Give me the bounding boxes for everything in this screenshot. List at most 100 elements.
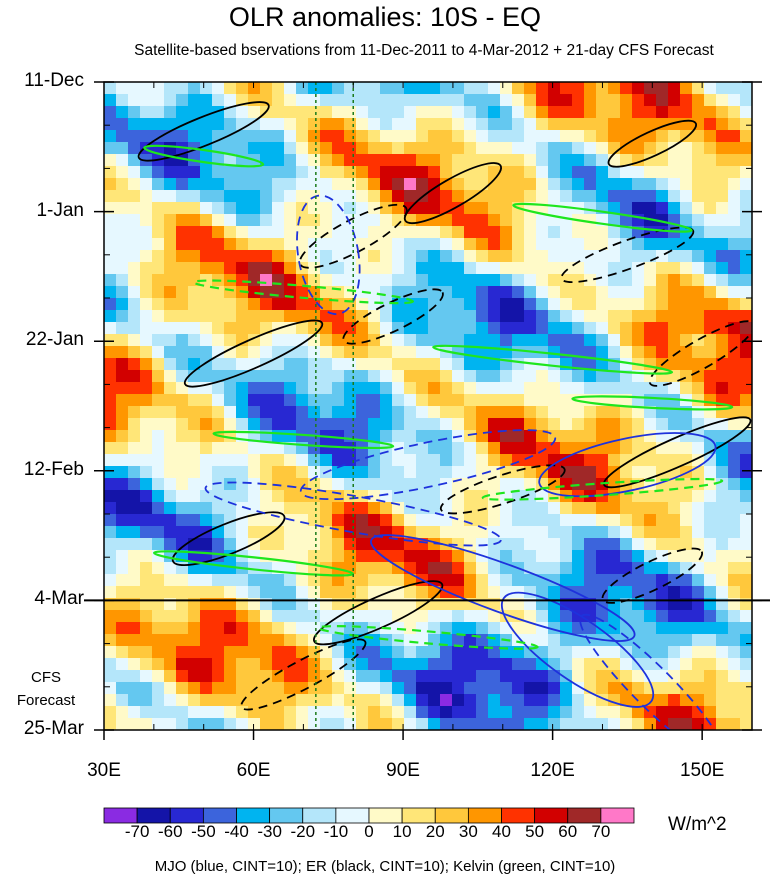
heatmap-cell	[164, 382, 177, 395]
heatmap-cell	[728, 310, 741, 323]
heatmap-cell	[308, 658, 321, 671]
heatmap-cell	[728, 454, 741, 467]
heatmap-cell	[656, 490, 669, 503]
heatmap-cell	[740, 274, 752, 287]
heatmap-cell	[332, 130, 345, 143]
heatmap-cell	[632, 334, 645, 347]
heatmap-cell	[584, 574, 597, 587]
heatmap-cell	[704, 658, 717, 671]
heatmap-cell	[680, 262, 693, 275]
heatmap-cell	[500, 514, 513, 527]
heatmap-cell	[548, 670, 561, 683]
heatmap-cell	[668, 190, 681, 203]
heatmap-cell	[344, 202, 357, 215]
colorbar-swatch	[534, 807, 569, 824]
heatmap-cell	[644, 274, 657, 287]
colorbar-swatch	[103, 807, 138, 824]
heatmap-cell	[344, 610, 357, 623]
heatmap-cell	[224, 334, 237, 347]
heatmap-cell	[248, 202, 261, 215]
heatmap-cell	[692, 478, 705, 491]
heatmap-cell	[248, 634, 261, 647]
heatmap-cell	[512, 238, 525, 251]
heatmap-cell	[584, 142, 597, 155]
heatmap-cell	[104, 430, 117, 443]
heatmap-cell	[692, 202, 705, 215]
heatmap-cell	[572, 634, 585, 647]
heatmap-cell	[260, 190, 273, 203]
heatmap-cell	[272, 202, 285, 215]
heatmap-cell	[176, 478, 189, 491]
heatmap-cell	[560, 190, 573, 203]
heatmap-cell	[284, 238, 297, 251]
heatmap-cell	[404, 358, 417, 371]
heatmap-cell	[356, 610, 369, 623]
heatmap-cell	[728, 94, 741, 107]
heatmap-cell	[656, 346, 669, 359]
heatmap-cell	[704, 286, 717, 299]
heatmap-cell	[440, 178, 453, 191]
heatmap-cell	[200, 634, 213, 647]
heatmap-cell	[236, 250, 249, 263]
heatmap-cell	[296, 454, 309, 467]
heatmap-cell	[524, 238, 537, 251]
heatmap-cell	[680, 406, 693, 419]
heatmap-cell	[332, 406, 345, 419]
heatmap-cell	[464, 718, 477, 730]
heatmap-cell	[176, 406, 189, 419]
heatmap-cell	[248, 106, 261, 119]
y-tick-label: 25-Mar	[23, 718, 84, 739]
heatmap-cell	[728, 502, 741, 515]
heatmap-cell	[152, 406, 165, 419]
heatmap-cell	[488, 454, 501, 467]
heatmap-cell	[152, 526, 165, 539]
heatmap-cell	[596, 526, 609, 539]
heatmap-cell	[176, 718, 189, 730]
heatmap-cell	[464, 370, 477, 383]
heatmap-cell	[332, 190, 345, 203]
heatmap-cell	[740, 310, 752, 323]
heatmap-cell	[500, 82, 513, 95]
heatmap-cell	[332, 358, 345, 371]
heatmap-cell	[740, 250, 752, 263]
heatmap-cell	[272, 262, 285, 275]
heatmap-cell	[452, 238, 465, 251]
heatmap-cell	[656, 214, 669, 227]
heatmap-cell	[632, 706, 645, 719]
heatmap-cell	[536, 718, 549, 730]
heatmap-cell	[572, 382, 585, 395]
heatmap-cell	[320, 346, 333, 359]
heatmap-cell	[260, 538, 273, 551]
heatmap-cell	[608, 502, 621, 515]
heatmap-cell	[428, 418, 441, 431]
heatmap-cell	[128, 718, 141, 730]
heatmap-cell	[716, 502, 729, 515]
heatmap-cell	[212, 202, 225, 215]
heatmap-cell	[452, 514, 465, 527]
heatmap-cell	[416, 562, 429, 575]
heatmap-cell	[296, 430, 309, 443]
heatmap-cell	[188, 610, 201, 623]
heatmap-cell	[176, 454, 189, 467]
heatmap-cell	[140, 358, 153, 371]
heatmap-cell	[512, 154, 525, 167]
heatmap-cell	[416, 358, 429, 371]
heatmap-cell	[368, 514, 381, 527]
heatmap-cell	[572, 286, 585, 299]
heatmap-cell	[116, 622, 129, 635]
plot-frame	[103, 81, 753, 731]
heatmap-cell	[668, 550, 681, 563]
er-contour	[183, 319, 324, 388]
heatmap-cell	[248, 526, 261, 539]
heatmap-cell	[104, 214, 117, 227]
heatmap-cell	[692, 298, 705, 311]
heatmap-cell	[116, 358, 129, 371]
heatmap-cell	[152, 706, 165, 719]
heatmap-cell	[428, 550, 441, 563]
heatmap-cell	[128, 94, 141, 107]
heatmap-cell	[248, 166, 261, 179]
heatmap-cell	[584, 130, 597, 143]
heatmap-cell	[728, 178, 741, 191]
heatmap-cell	[464, 490, 477, 503]
heatmap-cell	[404, 622, 417, 635]
